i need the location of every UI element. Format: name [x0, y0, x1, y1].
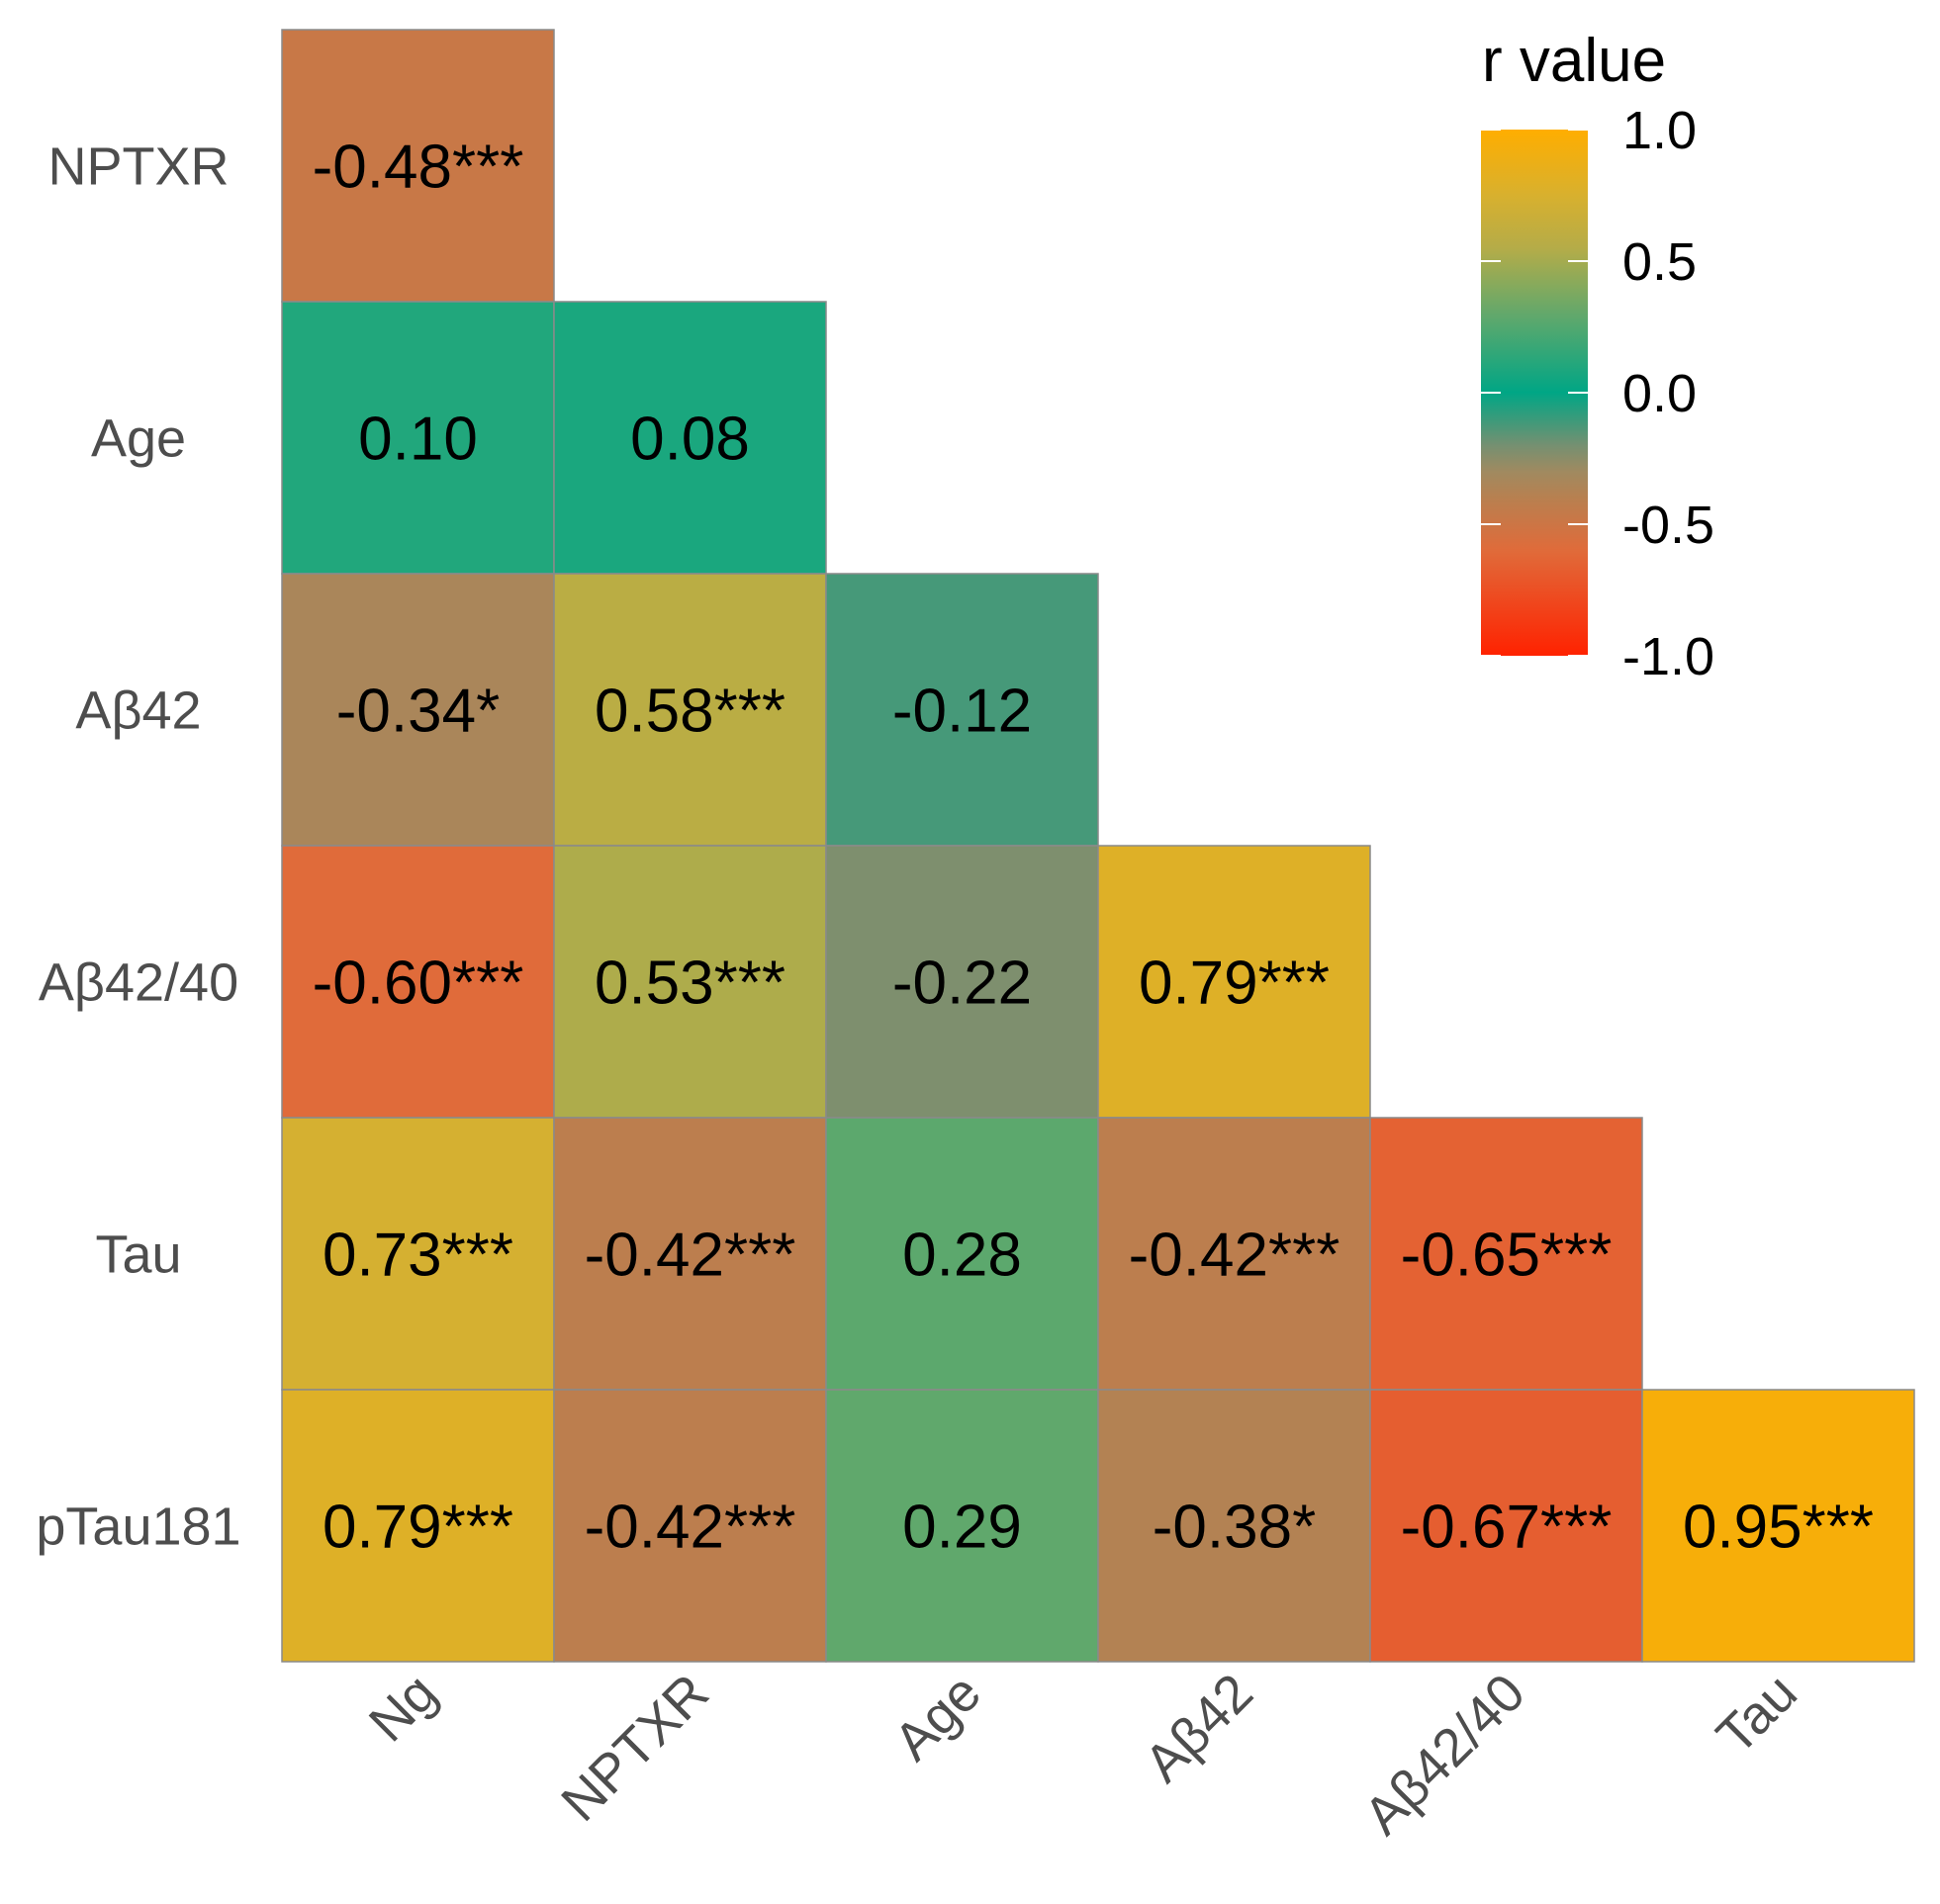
row-label-nptxr: NPTXR	[47, 137, 229, 197]
cell-rect	[1097, 1117, 1371, 1391]
heatmap-cell-age-ng: 0.10	[281, 301, 555, 575]
cell-value-label: 0.79***	[1139, 950, 1330, 1018]
cell-value-label: 0.73***	[323, 1222, 513, 1290]
heatmap-cell-ab42-40-nptxr: 0.53***	[553, 845, 827, 1119]
cell-rect	[1097, 1389, 1371, 1663]
legend-tick-label: 1.0	[1622, 101, 1697, 160]
heatmap-cell-tau-ab42: -0.42***	[1097, 1117, 1371, 1391]
cell-value-label: -0.42***	[585, 1222, 796, 1290]
cell-rect	[825, 1117, 1099, 1391]
cell-value-label: -0.38*	[1153, 1494, 1316, 1562]
heatmap-cell-ab42-age: -0.12	[825, 573, 1099, 847]
heatmap-cell-nptxr-ng: -0.48***	[281, 29, 555, 303]
heatmap-cell-ab42-40-ng: -0.60***	[281, 845, 555, 1119]
column-label-ab42-40: Aβ42/40	[1353, 1663, 1536, 1846]
heatmap-cell-tau-age: 0.28	[825, 1117, 1099, 1391]
heatmap-cell-ab42-40-age: -0.22	[825, 845, 1099, 1119]
cell-value-label: -0.22	[892, 950, 1032, 1018]
cell-value-label: -0.48***	[313, 134, 524, 202]
cell-rect	[553, 301, 827, 575]
cell-rect	[553, 1117, 827, 1391]
cell-value-label: -0.60***	[313, 950, 524, 1018]
heatmap-cell-tau-ab42-40: -0.65***	[1369, 1117, 1643, 1391]
heatmap-cell-tau-nptxr: -0.42***	[553, 1117, 827, 1391]
cell-rect	[281, 1117, 555, 1391]
cell-rect	[281, 1389, 555, 1663]
heatmap-cell-ab42-nptxr: 0.58***	[553, 573, 827, 847]
cell-value-label: -0.42***	[1129, 1222, 1340, 1290]
heatmap-cell-age-nptxr: 0.08	[553, 301, 827, 575]
legend-tick-label: 0.5	[1622, 232, 1697, 292]
cell-value-label: 0.53***	[595, 950, 785, 1018]
row-label-age: Age	[91, 409, 186, 469]
row-label-tau: Tau	[95, 1225, 181, 1285]
cell-rect	[553, 573, 827, 847]
row-label-ptau181: pTau181	[36, 1497, 240, 1557]
cell-value-label: 0.95***	[1683, 1494, 1874, 1562]
cell-value-label: -0.34*	[336, 678, 500, 746]
row-labels: NPTXR Age Aβ42 Aβ42/40 Tau pTau181	[36, 137, 240, 1557]
cell-value-label: -0.67***	[1401, 1494, 1613, 1562]
legend-tick-label: -0.5	[1622, 496, 1714, 555]
heatmap-cell-tau-ng: 0.73***	[281, 1117, 555, 1391]
heatmap-cells: -0.48*** 0.10 0.08 -0.34* 0.58*** -0.12 -0.60*…	[281, 29, 1915, 1663]
heatmap-cell-ptau181-ab42-40: -0.67***	[1369, 1389, 1643, 1663]
column-label-tau: Tau	[1706, 1663, 1808, 1766]
heatmap-cell-ab42-40-ab42: 0.79***	[1097, 845, 1371, 1119]
cell-rect	[1641, 1389, 1915, 1663]
heatmap-cell-ptau181-ab42: -0.38*	[1097, 1389, 1371, 1663]
column-label-ng: Ng	[358, 1663, 448, 1753]
legend-title: r value	[1482, 27, 1666, 95]
cell-rect	[1369, 1117, 1643, 1391]
cell-rect	[1369, 1389, 1643, 1663]
cell-rect	[825, 845, 1099, 1119]
legend-ticks: 1.0 0.5 0.0 -0.5 -1.0	[1481, 101, 1714, 686]
legend-tick-label: 0.0	[1622, 364, 1697, 423]
row-label-ab42: Aβ42	[75, 681, 201, 741]
cell-value-label: 0.08	[630, 406, 750, 474]
column-labels: Ng NPTXR Age Aβ42 Aβ42/40 Tau	[358, 1663, 1808, 1846]
cell-value-label: -0.42***	[585, 1494, 796, 1562]
cell-rect	[553, 1389, 827, 1663]
cell-value-label: 0.28	[902, 1222, 1022, 1290]
column-label-ab42: Aβ42	[1134, 1663, 1264, 1793]
cell-rect	[825, 1389, 1099, 1663]
cell-rect	[281, 845, 555, 1119]
column-label-nptxr: NPTXR	[550, 1663, 720, 1833]
heatmap-cell-ab42-ng: -0.34*	[281, 573, 555, 847]
cell-value-label: 0.10	[358, 406, 478, 474]
heatmap-cell-ptau181-tau: 0.95***	[1641, 1389, 1915, 1663]
heatmap-cell-ptau181-ng: 0.79***	[281, 1389, 555, 1663]
heatmap-cell-ptau181-nptxr: -0.42***	[553, 1389, 827, 1663]
cell-value-label: 0.79***	[323, 1494, 513, 1562]
cell-value-label: -0.12	[892, 678, 1032, 746]
cell-rect	[281, 29, 555, 303]
row-label-ab42-40: Aβ42/40	[39, 953, 238, 1013]
color-legend: r value 1.0 0.5 0.0 -0.5 -1.0	[1481, 27, 1714, 686]
cell-value-label: -0.65***	[1401, 1222, 1613, 1290]
cell-rect	[825, 573, 1099, 847]
cell-rect	[553, 845, 827, 1119]
cell-rect	[281, 301, 555, 575]
heatmap-cell-ptau181-age: 0.29	[825, 1389, 1099, 1663]
cell-value-label: 0.29	[902, 1494, 1022, 1562]
column-label-age: Age	[883, 1663, 992, 1771]
legend-tick-label: -1.0	[1622, 627, 1714, 686]
cell-value-label: 0.58***	[595, 678, 785, 746]
